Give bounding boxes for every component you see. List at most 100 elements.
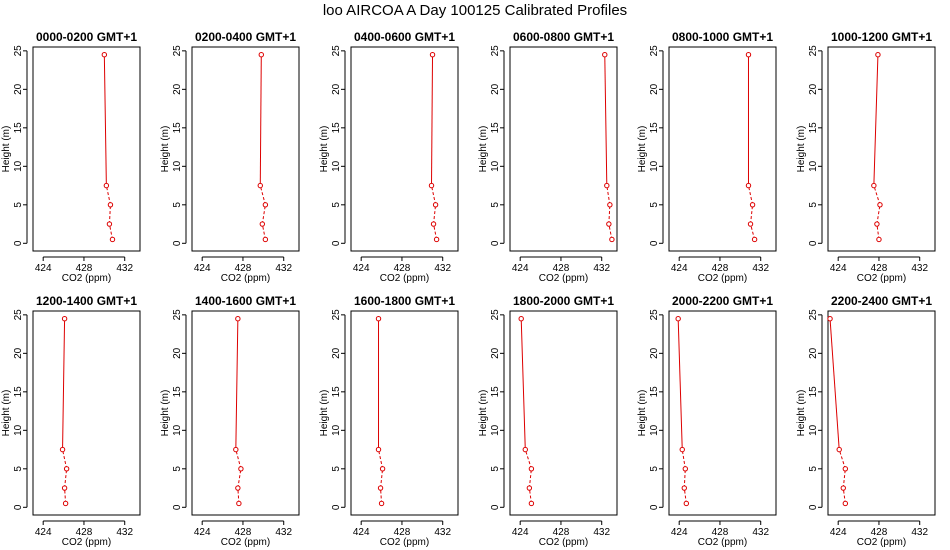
x-tick-label: 428 — [235, 527, 252, 538]
data-point — [528, 466, 535, 472]
y-axis-label: Height (m) — [796, 126, 807, 173]
y-tick-label: 10 — [331, 160, 342, 172]
data-point — [375, 446, 382, 453]
y-tick-label: 10 — [490, 160, 501, 172]
data-point — [609, 236, 615, 243]
x-axis-label: CO2 (ppm) — [857, 537, 906, 548]
profile-segment — [380, 468, 384, 489]
x-tick-label: 424 — [35, 263, 52, 274]
chart-panel: 0000-0200 GMT+1 424 428 432 CO2 (ppm) 0 5 10 15 2… — [1, 30, 141, 284]
y-tick-label: 10 — [808, 160, 819, 172]
x-axis-label: CO2 (ppm) — [221, 273, 270, 284]
chart-panel: 1600-1800 GMT+1 424 428 432 CO2 (ppm) 0 5 10 15 2… — [319, 294, 459, 548]
y-tick-label: 15 — [172, 122, 183, 134]
x-axis-label: CO2 (ppm) — [221, 537, 270, 548]
x-axis-label: CO2 (ppm) — [62, 273, 111, 284]
data-point — [528, 500, 535, 507]
x-tick-label: 432 — [116, 527, 133, 538]
y-tick-label: 0 — [13, 240, 24, 246]
plot-frame — [668, 310, 777, 516]
x-axis-label: CO2 (ppm) — [698, 537, 747, 548]
plot-frame — [350, 310, 459, 516]
y-tick-label: 5 — [808, 202, 819, 208]
y-tick-label: 5 — [13, 466, 24, 472]
chart-panel: 1200-1400 GMT+1 424 428 432 CO2 (ppm) 0 5 10 15 2… — [1, 294, 141, 548]
y-axis-label: Height (m) — [160, 390, 171, 437]
x-tick-label: 424 — [671, 527, 688, 538]
data-point — [430, 221, 437, 227]
data-point — [235, 485, 241, 491]
y-tick-label: 15 — [490, 122, 501, 134]
data-point — [747, 221, 754, 227]
y-tick-label: 15 — [808, 122, 819, 134]
y-tick-label: 20 — [331, 347, 342, 359]
y-tick-label: 5 — [808, 466, 819, 472]
y-tick-label: 0 — [808, 240, 819, 246]
profile-segment — [235, 318, 239, 450]
chart-panel: 1400-1600 GMT+1 424 428 432 CO2 (ppm) 0 5 10 15 2… — [160, 294, 300, 548]
profile-segment — [103, 54, 107, 186]
data-point — [375, 315, 382, 322]
y-tick-label: 5 — [331, 202, 342, 208]
data-point — [827, 315, 833, 322]
y-tick-label: 20 — [172, 83, 183, 95]
profile-segment — [608, 204, 611, 225]
x-axis-label: CO2 (ppm) — [698, 273, 747, 284]
y-tick-label: 15 — [808, 386, 819, 398]
data-point — [257, 182, 263, 189]
y-tick-label: 20 — [649, 347, 660, 359]
profile-segment — [606, 185, 611, 205]
data-point — [679, 446, 685, 453]
x-tick-label: 428 — [76, 263, 93, 274]
profile-segment — [829, 318, 840, 450]
x-tick-label: 428 — [712, 527, 729, 538]
y-tick-label: 20 — [13, 83, 24, 95]
data-point — [61, 485, 68, 491]
x-tick-label: 428 — [76, 527, 93, 538]
plot-frame — [668, 46, 777, 252]
y-tick-label: 20 — [13, 347, 24, 359]
profile-segment — [750, 204, 754, 225]
y-tick-label: 10 — [331, 424, 342, 436]
profile-segment — [378, 449, 384, 469]
x-tick-label: 432 — [593, 527, 610, 538]
x-tick-label: 432 — [911, 527, 928, 538]
profile-segment — [62, 318, 66, 450]
data-point — [836, 446, 842, 453]
data-point — [745, 51, 752, 58]
data-point — [428, 182, 435, 189]
y-tick-label: 10 — [13, 424, 24, 436]
x-tick-label: 424 — [353, 527, 370, 538]
y-tick-label: 0 — [490, 240, 501, 246]
x-axis-label: CO2 (ppm) — [539, 537, 588, 548]
y-tick-label: 0 — [649, 240, 660, 246]
y-axis-label: Height (m) — [319, 390, 330, 437]
x-axis-label: CO2 (ppm) — [380, 537, 429, 548]
plot-frame — [32, 310, 141, 516]
x-tick-label: 432 — [911, 263, 928, 274]
y-tick-label: 0 — [172, 504, 183, 510]
y-tick-label: 15 — [331, 122, 342, 134]
profile-segment — [259, 185, 266, 205]
y-tick-label: 15 — [331, 386, 342, 398]
chart-panel: 1000-1200 GMT+1 424 428 432 CO2 (ppm) 0 5 10 15 2… — [796, 30, 936, 284]
y-axis-label: Height (m) — [637, 126, 648, 173]
data-point — [874, 221, 880, 227]
data-point — [675, 315, 681, 322]
data-point — [259, 221, 266, 227]
data-point — [109, 236, 116, 243]
x-tick-label: 424 — [830, 527, 847, 538]
x-tick-label: 428 — [394, 527, 411, 538]
data-point — [876, 236, 882, 243]
profile-segment — [431, 185, 437, 205]
profile-segment — [528, 468, 532, 489]
y-tick-label: 15 — [649, 122, 660, 134]
x-tick-label: 432 — [752, 527, 769, 538]
chart-title: 0800-1000 GMT+1 — [672, 30, 773, 44]
profile-segment — [433, 204, 437, 225]
profile-segment — [105, 185, 111, 205]
y-tick-label: 5 — [172, 466, 183, 472]
y-tick-label: 10 — [649, 160, 660, 172]
profile-segment — [431, 54, 434, 186]
y-tick-label: 10 — [490, 424, 501, 436]
